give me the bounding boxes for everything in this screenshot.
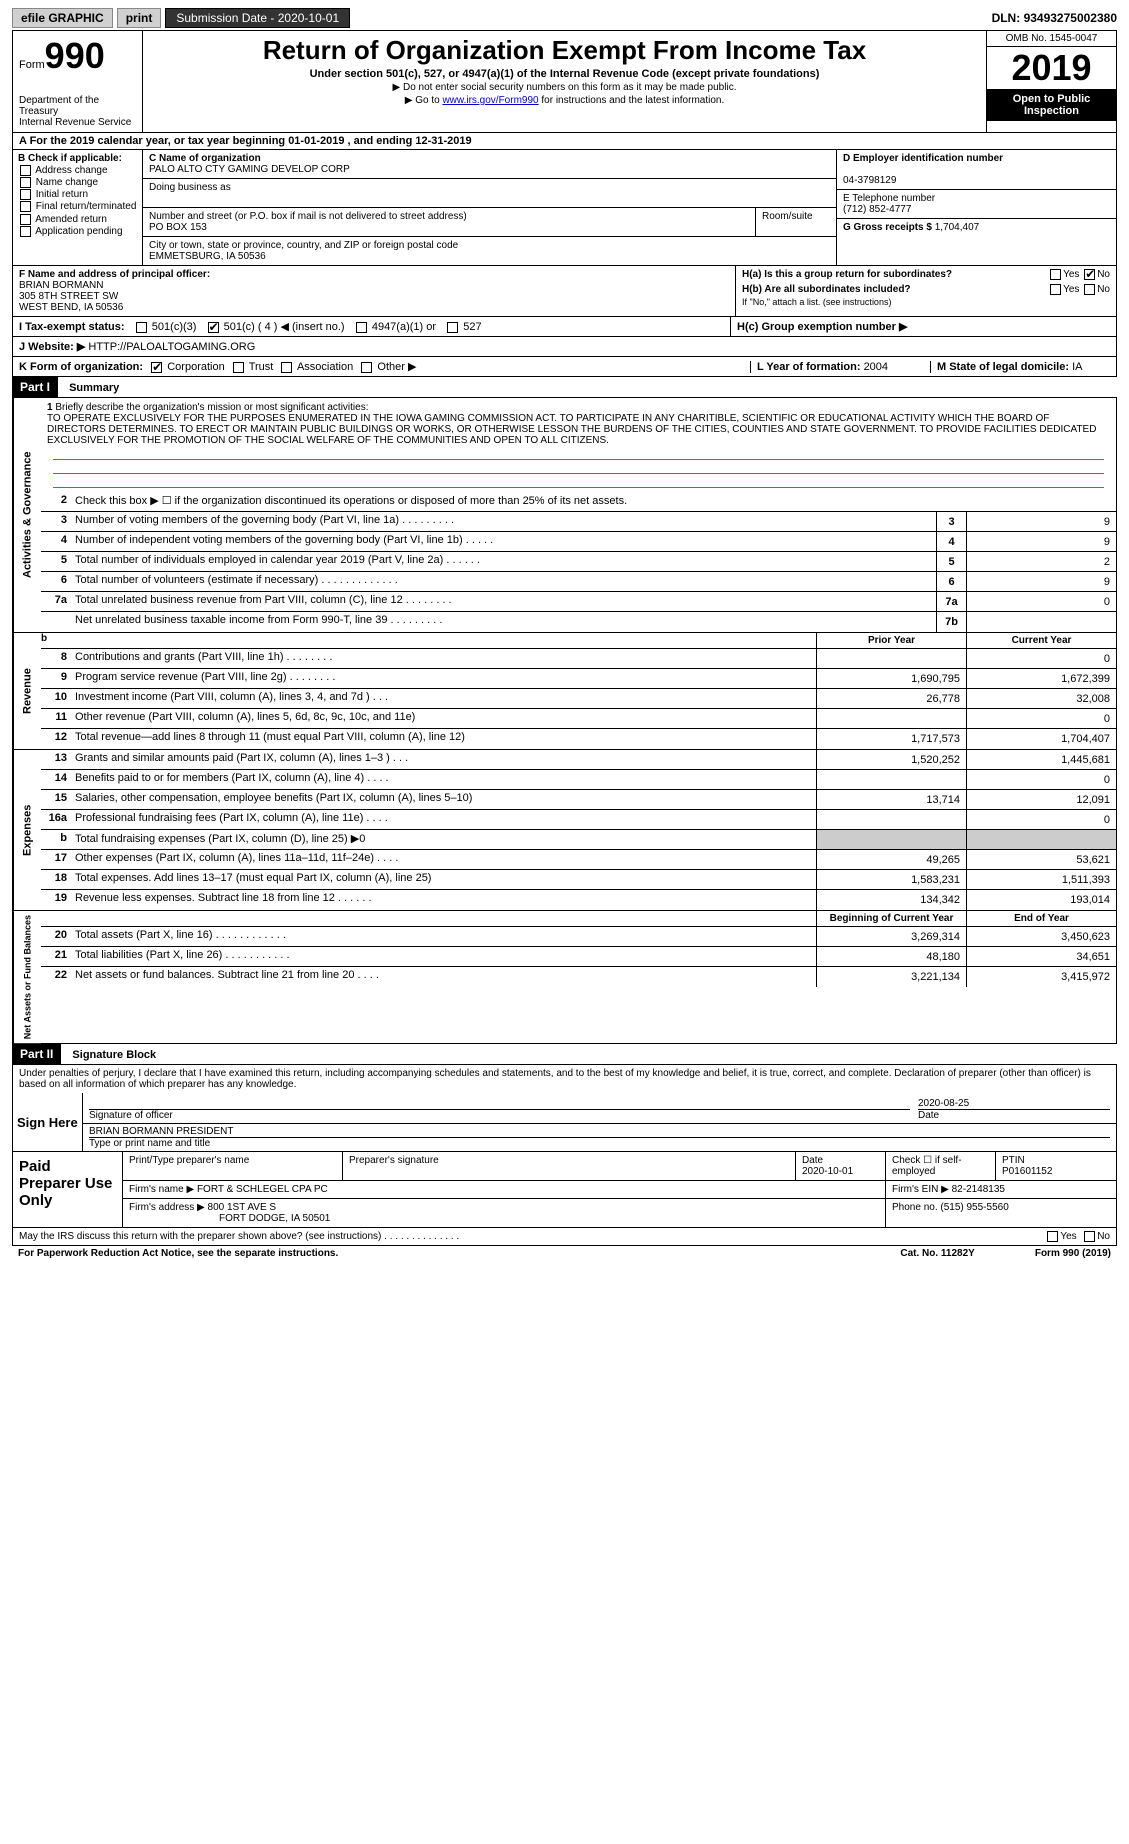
gov-line: 7aTotal unrelated business revenue from … (41, 592, 1116, 612)
goto-note: ▶ Go to www.irs.gov/Form990 for instruct… (151, 95, 978, 106)
row-a-tax-year: A For the 2019 calendar year, or tax yea… (12, 132, 1117, 149)
address-cell: Number and street (or P.O. box if mail i… (143, 208, 836, 237)
omb-number: OMB No. 1545-0047 (987, 31, 1116, 47)
sign-here-label: Sign Here (13, 1093, 83, 1151)
open-to-public: Open to Public Inspection (987, 89, 1116, 121)
fin-line: 17Other expenses (Part IX, column (A), l… (41, 850, 1116, 870)
tax-year: 2019 (987, 47, 1116, 89)
website-row: J Website: ▶ HTTP://PALOALTOGAMING.ORG (12, 336, 1117, 356)
gov-line: Net unrelated business taxable income fr… (41, 612, 1116, 632)
dln: DLN: 93493275002380 (992, 11, 1117, 25)
side-revenue: Revenue (13, 633, 41, 749)
fin-line: 13Grants and similar amounts paid (Part … (41, 750, 1116, 770)
hc-cell: H(c) Group exemption number ▶ (730, 317, 1110, 336)
fin-line: 10Investment income (Part VIII, column (… (41, 689, 1116, 709)
irs-link[interactable]: www.irs.gov/Form990 (442, 95, 538, 106)
fin-line: 21Total liabilities (Part X, line 26) . … (41, 947, 1116, 967)
page-footer: For Paperwork Reduction Act Notice, see … (12, 1246, 1117, 1261)
side-expenses: Expenses (13, 750, 41, 910)
dba-cell: Doing business as (143, 179, 836, 208)
org-name-cell: C Name of organizationPALO ALTO CTY GAMI… (143, 150, 836, 179)
fin-line: 9Program service revenue (Part VIII, lin… (41, 669, 1116, 689)
fin-line: 12Total revenue—add lines 8 through 11 (… (41, 729, 1116, 749)
paid-preparer-section: Paid Preparer Use Only Print/Type prepar… (12, 1152, 1117, 1228)
fin-line: 22Net assets or fund balances. Subtract … (41, 967, 1116, 987)
gross-receipts-cell: G Gross receipts $ 1,704,407 (837, 219, 1116, 236)
part1-header: Part I Summary (12, 377, 1117, 398)
fin-line: 18Total expenses. Add lines 13–17 (must … (41, 870, 1116, 890)
fin-line: 14Benefits paid to or for members (Part … (41, 770, 1116, 790)
officer-h-row: F Name and address of principal officer:… (12, 265, 1117, 316)
form-subtitle: Under section 501(c), 527, or 4947(a)(1)… (151, 68, 978, 80)
fin-line: 20Total assets (Part X, line 16) . . . .… (41, 927, 1116, 947)
city-cell: City or town, state or province, country… (143, 237, 836, 265)
h-section: H(a) Is this a group return for subordin… (736, 266, 1116, 316)
discuss-row: May the IRS discuss this return with the… (12, 1228, 1117, 1246)
irs-label: Internal Revenue Service (19, 117, 136, 128)
gov-line: 3Number of voting members of the governi… (41, 512, 1116, 532)
rev-col-hdr: bPrior YearCurrent Year (41, 633, 1116, 649)
fin-line: 15Salaries, other compensation, employee… (41, 790, 1116, 810)
k-row: K Form of organization: Corporation Trus… (12, 356, 1117, 377)
sig-officer-line: Signature of officer2020-08-25Date (83, 1093, 1116, 1124)
top-toolbar: efile GRAPHIC print Submission Date - 20… (12, 8, 1117, 28)
fin-line: 11Other revenue (Part VIII, column (A), … (41, 709, 1116, 729)
dept-treasury: Department of the Treasury (19, 95, 136, 117)
fin-line: bTotal fundraising expenses (Part IX, co… (41, 830, 1116, 850)
fin-line: 8Contributions and grants (Part VIII, li… (41, 649, 1116, 669)
mission-block: 1 Briefly describe the organization's mi… (41, 398, 1116, 492)
fin-line: 19Revenue less expenses. Subtract line 1… (41, 890, 1116, 910)
gov-line: 2Check this box ▶ ☐ if the organization … (41, 492, 1116, 512)
form-number: Form990 (19, 35, 136, 77)
tax-status-row: I Tax-exempt status: 501(c)(3) 501(c) ( … (12, 316, 1117, 336)
gov-line: 5Total number of individuals employed in… (41, 552, 1116, 572)
side-netassets: Net Assets or Fund Balances (13, 911, 41, 1043)
perjury-declaration: Under penalties of perjury, I declare th… (12, 1065, 1117, 1093)
col-b-checkboxes: B Check if applicable: Address change Na… (13, 150, 143, 265)
gov-line: 4Number of independent voting members of… (41, 532, 1116, 552)
sign-here-section: Sign Here Signature of officer2020-08-25… (12, 1093, 1117, 1152)
ssn-note: ▶ Do not enter social security numbers o… (151, 82, 978, 93)
sig-name-line: BRIAN BORMANN PRESIDENTType or print nam… (83, 1124, 1116, 1151)
submission-date: Submission Date - 2020-10-01 (165, 8, 350, 28)
net-col-hdr: Beginning of Current YearEnd of Year (41, 911, 1116, 927)
part1-body: Activities & Governance 1 Briefly descri… (12, 398, 1117, 1044)
gov-line: 6Total number of volunteers (estimate if… (41, 572, 1116, 592)
side-governance: Activities & Governance (13, 398, 41, 632)
ein-cell: D Employer identification number04-37981… (837, 150, 1116, 190)
fin-line: 16aProfessional fundraising fees (Part I… (41, 810, 1116, 830)
part2-header: Part II Signature Block (12, 1044, 1117, 1065)
efile-label: efile GRAPHIC (12, 8, 113, 28)
officer-cell: F Name and address of principal officer:… (13, 266, 736, 316)
section-bcd: B Check if applicable: Address change Na… (12, 149, 1117, 265)
form-header: Form990 Department of the Treasury Inter… (12, 30, 1117, 132)
print-button[interactable]: print (117, 8, 162, 28)
phone-cell: E Telephone number(712) 852-4777 (837, 190, 1116, 219)
paid-preparer-label: Paid Preparer Use Only (13, 1152, 123, 1227)
form-title: Return of Organization Exempt From Incom… (151, 35, 978, 66)
